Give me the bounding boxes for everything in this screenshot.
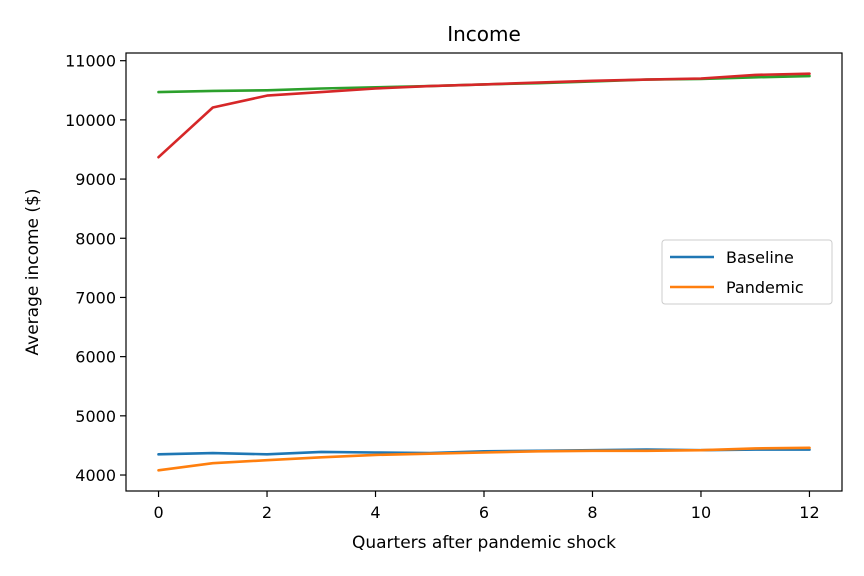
x-tick-label: 12 — [799, 503, 819, 522]
y-axis: 4000 5000 6000 7000 8000 9000 10000 11000 — [65, 52, 126, 485]
series-line-series-4 — [157, 72, 811, 159]
x-tick-label: 10 — [691, 503, 711, 522]
y-tick-label: 8000 — [75, 229, 116, 248]
legend-label-baseline: Baseline — [726, 248, 794, 267]
chart-title: Income — [447, 22, 521, 46]
legend: Baseline Pandemic — [661, 239, 833, 305]
x-axis-label: Quarters after pandemic shock — [352, 533, 616, 553]
y-tick-label: 10000 — [65, 111, 116, 130]
x-tick-label: 6 — [479, 503, 489, 522]
x-tick-label: 8 — [587, 503, 597, 522]
series-line-pandemic — [157, 446, 811, 472]
y-axis-label: Average income ($) — [23, 189, 43, 356]
x-tick-label: 2 — [262, 503, 272, 522]
y-tick-label: 11000 — [65, 52, 116, 71]
y-tick-label: 9000 — [75, 170, 116, 189]
y-tick-label: 5000 — [75, 407, 116, 426]
y-tick-label: 6000 — [75, 348, 116, 367]
x-axis: 0 2 4 6 8 10 12 — [153, 491, 820, 522]
plot-lines — [157, 72, 811, 472]
y-tick-label: 7000 — [75, 288, 116, 307]
x-tick-label: 4 — [370, 503, 380, 522]
x-tick-label: 0 — [153, 503, 163, 522]
legend-label-pandemic: Pandemic — [726, 278, 804, 297]
y-tick-label: 4000 — [75, 466, 116, 485]
